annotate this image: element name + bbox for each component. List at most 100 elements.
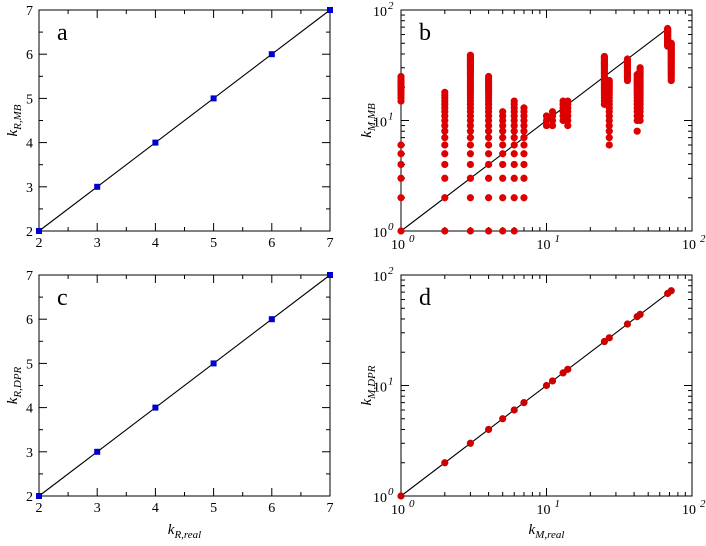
x-tick-label: 10 [391,503,405,518]
x-tick-label: 10 [537,238,551,253]
data-point [152,404,159,411]
x-tick-exponent: 1 [555,498,561,510]
y-tick-label: 4 [26,402,33,417]
data-point [520,150,528,158]
data-point [441,174,449,182]
data-point [520,127,528,135]
data-point [542,112,551,120]
y-tick-label: 5 [26,92,33,107]
y-axis-label: kR,MB [5,104,24,136]
data-point [520,121,528,130]
y-tick-label: 5 [26,357,33,372]
data-point [510,194,518,202]
x-axis-label-main: k [529,522,536,538]
data-point [484,150,493,158]
y-axis-label-sub: R,MB [12,104,24,131]
x-tick-label: 6 [268,501,275,516]
data-point [548,108,557,116]
y-axis-label-sub: R,DPR [12,366,24,398]
data-point [636,64,644,72]
data-point [605,334,613,342]
y-tick-label: 2 [26,490,33,505]
y-axis-label: kR,DPR [5,366,24,404]
data-point [510,121,518,130]
x-tick-label: 4 [152,236,159,251]
data-point [636,310,644,318]
data-point [484,425,493,434]
y-axis-label-main: k [5,130,21,137]
data-point [94,183,101,190]
data-point [268,316,275,323]
data-point [510,160,518,169]
x-axis-label-sub: M,real [534,529,564,541]
x-tick-label: 10 [682,238,696,253]
y-tick-label: 10 [373,5,387,20]
data-point [605,141,613,149]
x-tick-label: 5 [210,236,217,251]
data-point [667,39,675,47]
y-tick-exponent: 0 [388,221,394,233]
data-point [441,121,449,130]
panel-label: d [419,285,431,311]
x-tick-label: 10 [682,503,696,518]
data-point [268,51,275,58]
y-axis-label-main: k [359,398,375,405]
data-point [510,141,518,149]
data-point [466,227,475,235]
data-point [564,365,572,373]
data-point [623,55,632,63]
data-point [36,228,42,234]
data-point [499,415,507,423]
data-point [484,174,493,182]
data-point [564,97,572,105]
data-point [499,174,507,182]
data-point [466,150,475,158]
y-axis-label-main: k [359,131,375,138]
data-point [520,141,528,149]
data-point [210,95,217,102]
data-point [397,160,405,169]
data-point [520,399,528,407]
data-point [484,227,493,235]
x-tick-label: 10 [537,503,551,518]
x-tick-label: 2 [36,236,43,251]
data-point [94,448,101,455]
data-point [510,134,518,142]
y-tick-label: 7 [26,4,33,19]
data-point [484,134,493,142]
data-point [466,127,475,135]
data-point [397,194,405,202]
data-point [510,97,518,105]
data-point [520,160,528,169]
y-axis-label-sub: M,MB [366,103,378,132]
data-point [397,72,405,81]
y-tick-exponent: 2 [388,0,394,12]
x-axis-label: kM,real [529,522,565,541]
x-tick-label: 4 [152,501,159,516]
y-tick-label: 7 [26,269,33,284]
y-axis-label-main: k [5,397,21,404]
y-tick-label: 10 [373,226,387,241]
data-point [441,88,449,96]
x-tick-exponent: 2 [700,233,706,245]
x-tick-label: 7 [327,501,334,516]
data-point [152,139,159,146]
y-tick-label: 2 [26,225,33,240]
data-point [327,7,333,13]
data-point [466,121,475,130]
data-point [484,160,493,169]
data-point [484,141,493,149]
data-point [466,134,475,142]
data-point [499,194,507,202]
x-tick-exponent: 0 [409,233,415,245]
data-point [600,337,609,346]
data-point [36,493,42,499]
data-point [441,160,449,169]
data-point [499,121,507,130]
y-tick-label: 10 [373,491,387,506]
data-point [484,72,493,81]
x-tick-label: 3 [94,501,101,516]
